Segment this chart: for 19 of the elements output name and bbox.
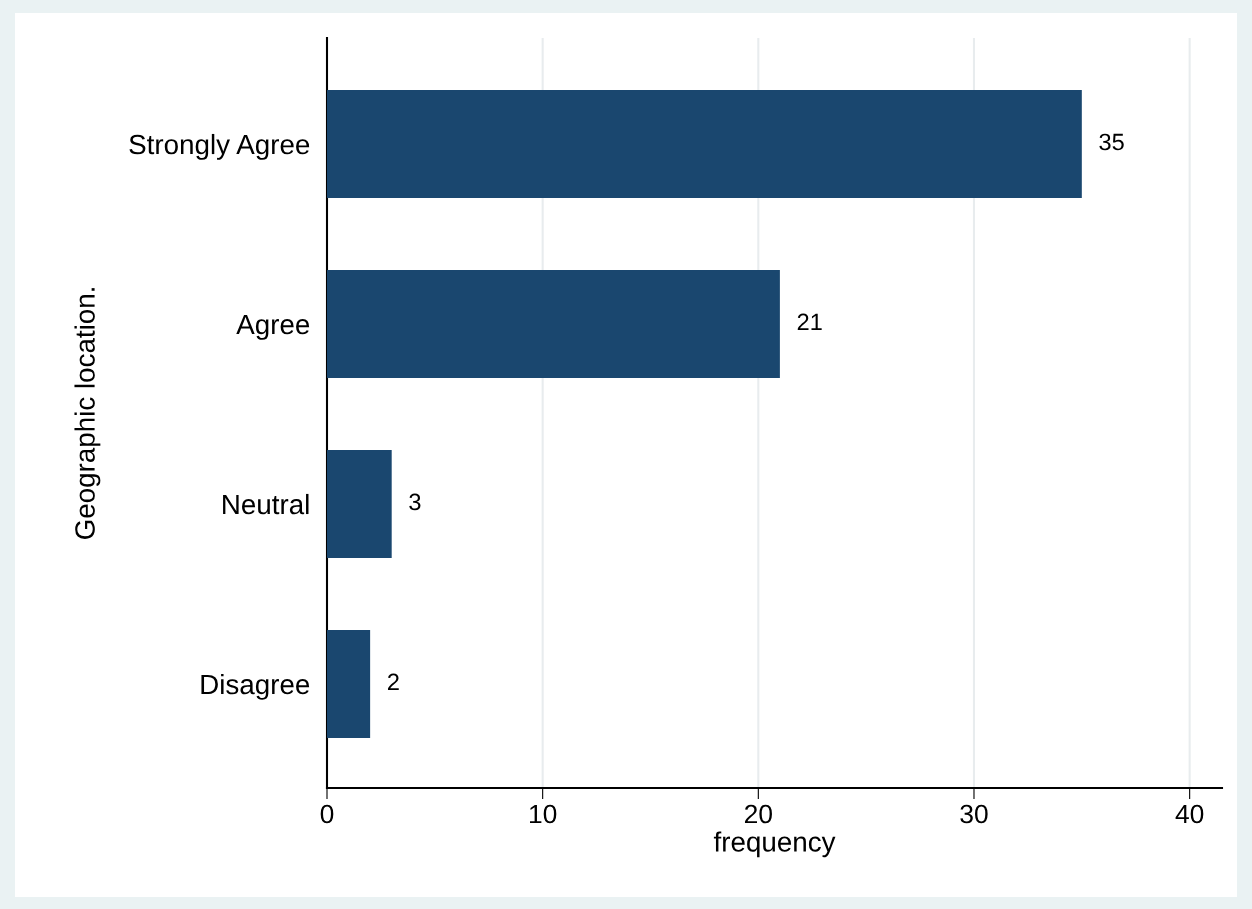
data-label: 3 — [409, 493, 421, 511]
y-axis-title: Geographic location. — [74, 288, 101, 539]
y-tick-label: Strongly Agree — [129, 133, 310, 160]
x-tick-label: 20 — [744, 804, 772, 824]
x-tick-label: 0 — [320, 804, 334, 824]
data-label: 35 — [1099, 133, 1124, 151]
bar — [327, 90, 1082, 199]
x-axis-title: frequency — [713, 831, 836, 858]
bar — [327, 449, 392, 558]
y-tick-label: Neutral — [223, 493, 309, 515]
x-tick-label: 40 — [1175, 804, 1204, 824]
data-label: 2 — [387, 673, 399, 691]
x-tick-label: 10 — [530, 804, 557, 824]
bar — [327, 270, 780, 378]
data-label: 21 — [797, 313, 822, 331]
y-tick-label: Agree — [236, 314, 310, 340]
bar — [327, 629, 371, 738]
y-tick-label: Disagree — [201, 673, 310, 700]
x-tick-label: 30 — [960, 804, 988, 824]
